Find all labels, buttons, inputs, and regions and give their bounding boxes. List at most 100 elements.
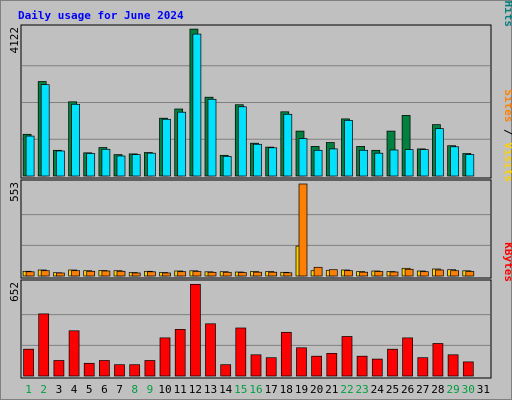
bar-kbytes-day-3: [53, 360, 65, 377]
bar-files-day-11: [177, 111, 187, 177]
bar-kbytes-day-18: [280, 331, 292, 377]
x-tick-label-day-18: 18: [280, 383, 293, 396]
bar-files-day-27: [419, 149, 429, 177]
bar-kbytes-day-14: [220, 364, 232, 377]
x-tick-label-day-5: 5: [86, 383, 93, 396]
bar-files-day-17: [268, 147, 278, 177]
x-tick-label-day-27: 27: [416, 383, 429, 396]
x-tick-label-day-30: 30: [462, 383, 475, 396]
panel-frame: [20, 179, 492, 279]
bar-sites-day-23: [359, 271, 368, 277]
y-max-label: 4122: [8, 27, 21, 54]
bar-files-day-13: [207, 98, 217, 177]
bar-sites-day-10: [162, 272, 171, 277]
bar-files-day-10: [162, 118, 171, 177]
x-tick-label-day-1: 1: [25, 383, 32, 396]
chart-title: Daily usage for June 2024: [18, 9, 184, 22]
bar-kbytes-day-5: [83, 362, 95, 377]
bar-sites-day-8: [131, 272, 141, 277]
bar-kbytes-day-29: [447, 354, 459, 377]
bar-kbytes-day-30: [462, 361, 474, 377]
bar-sites-day-17: [268, 271, 278, 277]
bar-files-day-21: [328, 148, 338, 177]
x-axis-labels: 1 2 3 4 5 6 7 8 9 10 11 12 13 14 15 16 17 18 19 20 21 22 23 24 2…: [25, 383, 490, 396]
bar-kbytes-day-23: [356, 355, 368, 377]
bar-kbytes-day-7: [114, 364, 125, 377]
bar-files-day-2: [40, 84, 50, 177]
legend-kbytes: KBytes: [502, 242, 512, 282]
bar-kbytes-day-12: [190, 283, 201, 377]
panel-visits-sites: 553 Sites / Visits: [8, 89, 512, 279]
legend-hits: Hits: [502, 1, 512, 28]
bar-sites-day-18: [283, 272, 293, 277]
bar-kbytes-day-2: [38, 313, 50, 377]
bar-kbytes-day-4: [68, 330, 80, 377]
x-tick-label-day-25: 25: [386, 383, 399, 396]
bar-files-day-9: [147, 152, 156, 177]
x-tick-label-day-15: 15: [234, 383, 247, 396]
legend-visits-sites: Sites / Visits: [502, 89, 512, 182]
bar-kbytes-day-22: [341, 336, 353, 377]
x-tick-label-day-9: 9: [147, 383, 154, 396]
bar-sites-day-26: [404, 268, 414, 277]
bar-files-day-6: [101, 148, 111, 177]
bar-kbytes-day-21: [326, 353, 338, 377]
bar-kbytes-day-20: [311, 355, 322, 377]
bar-files-day-29: [450, 146, 459, 177]
bar-sites-day-3: [56, 272, 65, 277]
bar-sites-day-12: [192, 271, 202, 277]
bar-sites-day-1: [25, 271, 35, 277]
bar-files-day-23: [359, 149, 368, 177]
bar-sites-day-11: [177, 271, 187, 277]
legend-hits-files-pages: Pages / Files / Hits: [502, 0, 512, 27]
x-tick-label-day-6: 6: [101, 383, 108, 396]
x-tick-label-day-26: 26: [401, 383, 414, 396]
x-tick-label-day-24: 24: [371, 383, 385, 396]
bar-sites-day-2: [40, 270, 50, 277]
bar-sites-day-15: [237, 272, 247, 277]
x-tick-label-day-7: 7: [116, 383, 123, 396]
bar-sites-day-6: [101, 270, 111, 277]
bar-files-day-1: [25, 135, 35, 177]
bar-kbytes-day-28: [432, 343, 444, 377]
legend-separator: /: [502, 122, 512, 142]
legend-kbytes: KBytes: [502, 242, 512, 282]
bar-kbytes-day-15: [235, 327, 247, 377]
x-tick-label-day-31: 31: [477, 383, 490, 396]
x-tick-label-day-20: 20: [310, 383, 323, 396]
bar-sites-day-24: [374, 271, 384, 277]
bar-kbytes-day-16: [250, 354, 262, 377]
bar-files-day-14: [222, 156, 232, 177]
x-tick-label-day-13: 13: [204, 383, 217, 396]
bar-sites-day-4: [71, 270, 80, 277]
y-max-label: 553: [8, 182, 21, 202]
bar-sites-day-28: [435, 269, 444, 277]
bar-files-day-4: [71, 103, 80, 177]
bar-kbytes-day-19: [296, 347, 307, 377]
y-max-label: 652: [8, 282, 21, 302]
bar-kbytes-day-8: [129, 364, 141, 377]
bar-files-day-22: [344, 120, 353, 177]
bar-sites-day-29: [450, 270, 459, 277]
x-tick-label-day-22: 22: [340, 383, 353, 396]
legend-separator: /: [502, 0, 512, 1]
x-tick-label-day-19: 19: [295, 383, 308, 396]
bar-sites-day-21: [328, 269, 338, 277]
x-tick-label-day-17: 17: [265, 383, 278, 396]
bar-files-day-28: [435, 128, 444, 177]
panel-hits-files-pages: 4122 Pages / Files / Hits: [8, 0, 512, 179]
bar-sites-day-20: [313, 266, 323, 277]
bar-files-day-19: [298, 138, 308, 177]
bar-kbytes-day-27: [417, 357, 429, 377]
bar-files-day-24: [374, 152, 384, 177]
legend-visits: Visits: [502, 142, 512, 182]
bar-sites-day-19: [298, 183, 308, 277]
x-tick-label-day-4: 4: [71, 383, 78, 396]
bar-kbytes-day-1: [23, 348, 34, 377]
x-tick-label-day-14: 14: [219, 383, 233, 396]
bar-kbytes-day-26: [402, 337, 413, 377]
bar-sites-day-9: [147, 271, 156, 277]
x-tick-label-day-12: 12: [189, 383, 202, 396]
bar-sites-day-16: [253, 271, 262, 277]
